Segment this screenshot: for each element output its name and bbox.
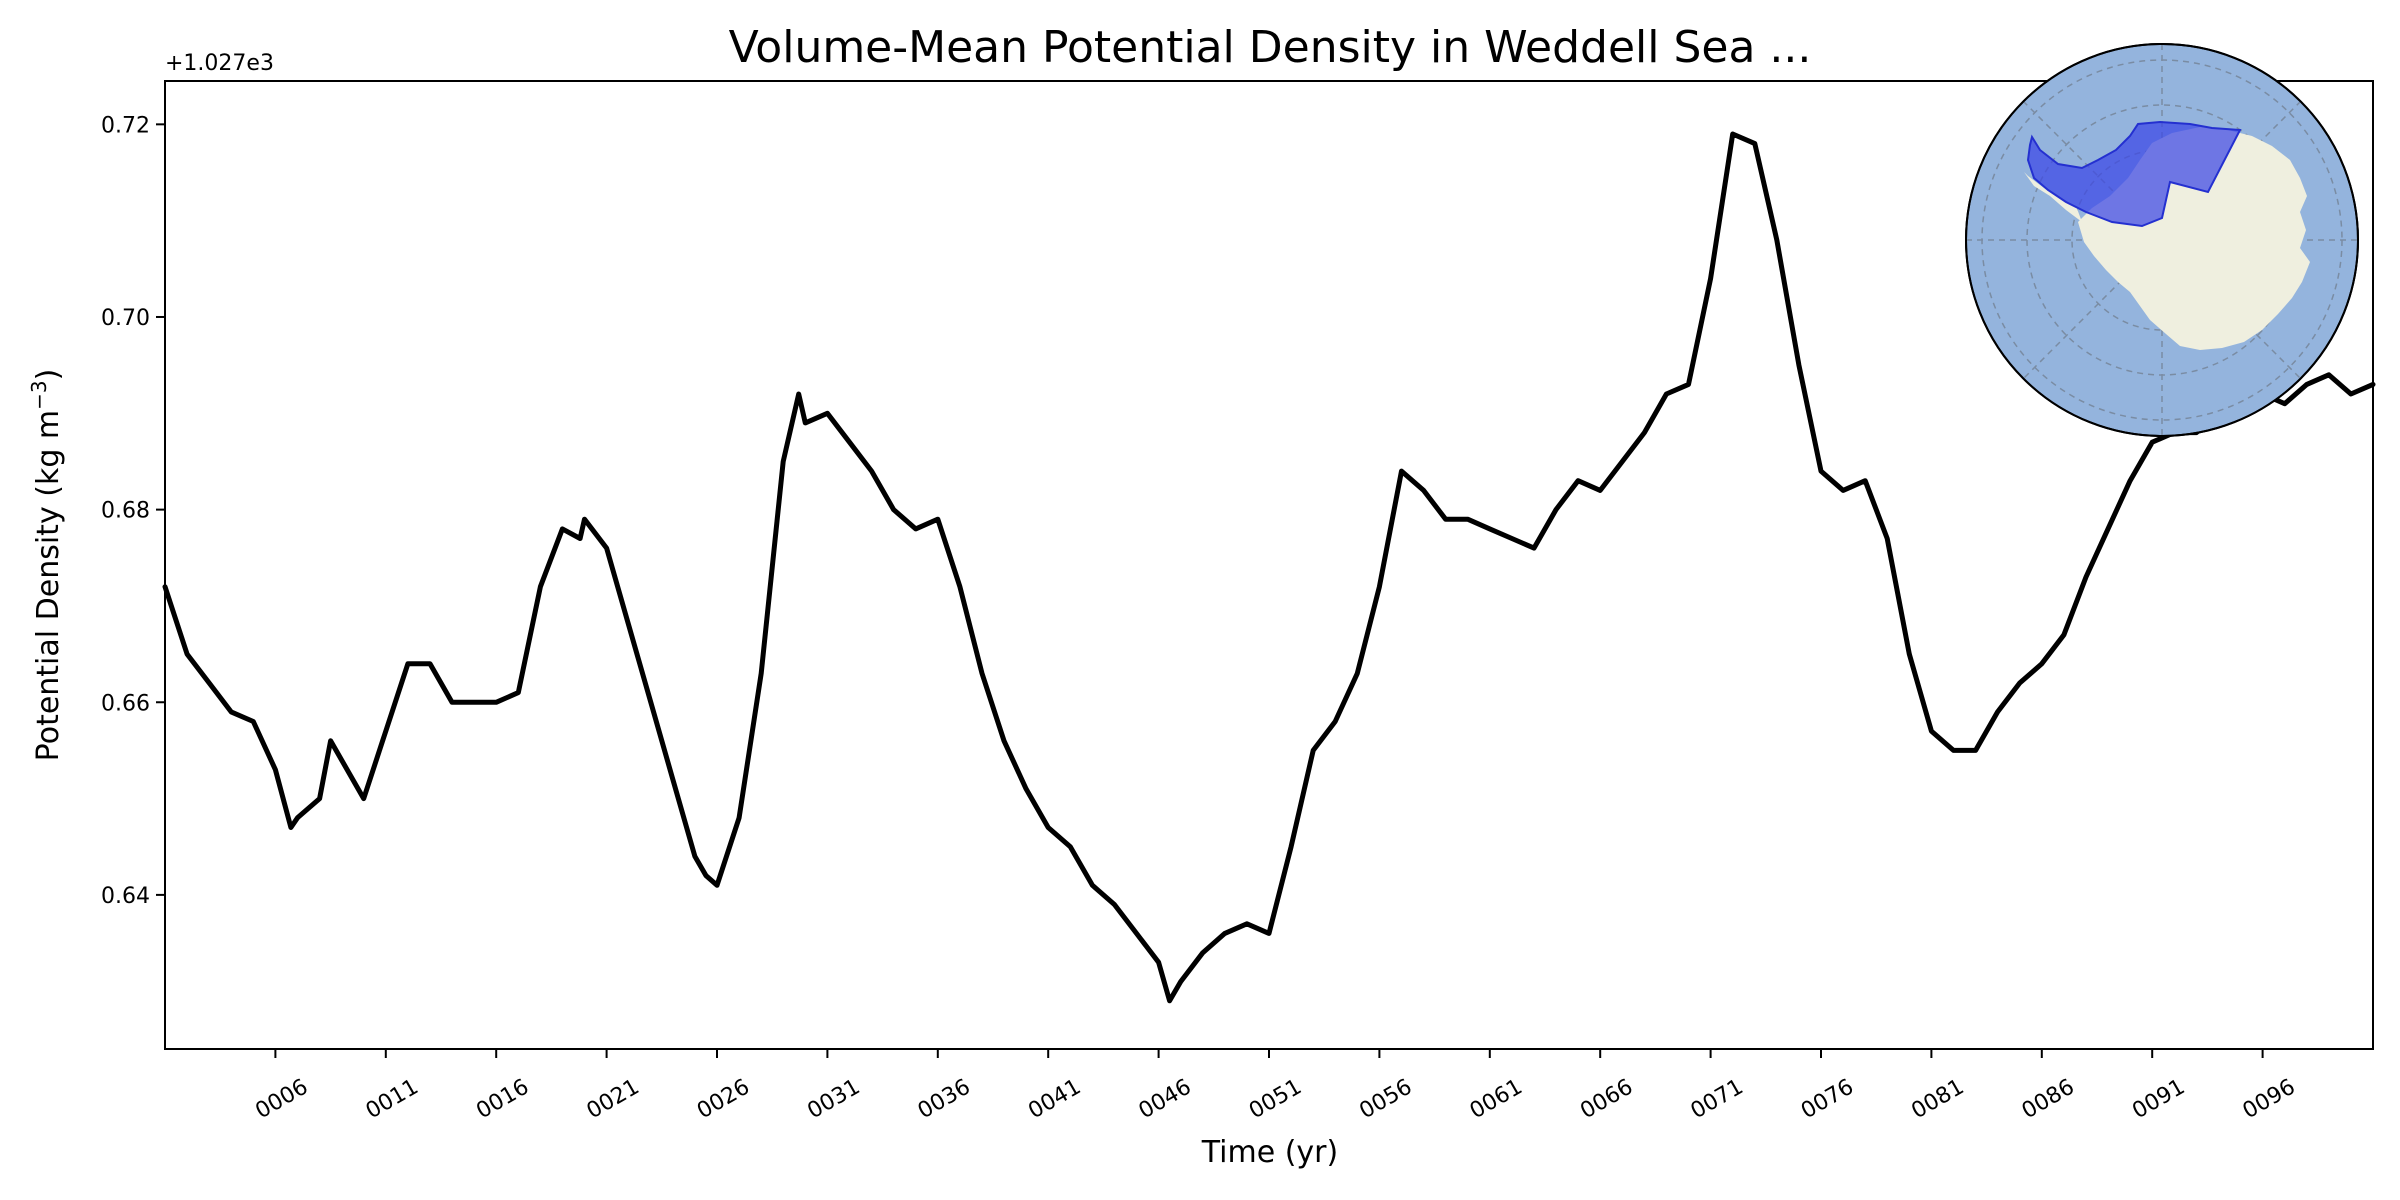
chart-title: Volume-Mean Potential Density in Weddell… (729, 22, 1812, 73)
y-tick-label: 0.64 (101, 884, 150, 909)
antarctic-peninsula (2024, 172, 2082, 222)
x-tick-label: 0086 (2018, 1075, 2079, 1125)
y-tick-label: 0.70 (101, 306, 150, 331)
y-tick-label: 0.68 (101, 499, 150, 524)
x-tick-label: 0051 (1245, 1075, 1306, 1125)
y-tick-label: 0.66 (101, 691, 150, 716)
y-axis-label: Potential Density (kg m−3) (27, 369, 66, 762)
x-tick-label: 0061 (1466, 1075, 1527, 1125)
antarctica-inset-map (1965, 43, 2359, 437)
x-tick-label: 0071 (1687, 1075, 1748, 1125)
x-tick-label: 0011 (362, 1075, 423, 1125)
x-tick-label: 0066 (1576, 1075, 1637, 1125)
y-axis-label-superscript: −3 (27, 380, 51, 409)
x-tick-label: 0056 (1355, 1075, 1416, 1125)
x-tick-label: 0006 (251, 1075, 312, 1125)
x-tick-label: 0036 (914, 1075, 975, 1125)
x-axis: 0006 0011 0016 0021 0026 0031 0036 0041 0046 0051… (251, 1049, 2300, 1125)
x-tick-label: 0041 (1024, 1075, 1085, 1125)
series-line (162, 131, 2376, 1004)
x-tick-label: 0076 (1797, 1075, 1858, 1125)
y-offset-label: +1.027e3 (165, 51, 274, 76)
y-axis: 0.64 0.66 0.68 0.70 0.72 (101, 113, 165, 909)
x-tick-label: 0091 (2128, 1075, 2189, 1125)
x-tick-label: 0081 (1907, 1075, 1968, 1125)
x-tick-label: 0031 (803, 1075, 864, 1125)
weddell-sea-region (2026, 120, 2242, 228)
x-tick-label: 0046 (1135, 1075, 1196, 1125)
y-tick-label: 0.72 (101, 113, 150, 138)
x-tick-label: 0026 (693, 1075, 754, 1125)
x-tick-label: 0096 (2239, 1075, 2300, 1125)
x-tick-label: 0016 (472, 1075, 533, 1125)
x-tick-label: 0021 (583, 1075, 644, 1125)
y-axis-label-suffix: ) (31, 369, 66, 381)
inset-border (1965, 43, 2359, 437)
y-axis-label-main: Potential Density (kg m (31, 410, 66, 761)
x-axis-label: Time (yr) (1201, 1135, 1338, 1170)
